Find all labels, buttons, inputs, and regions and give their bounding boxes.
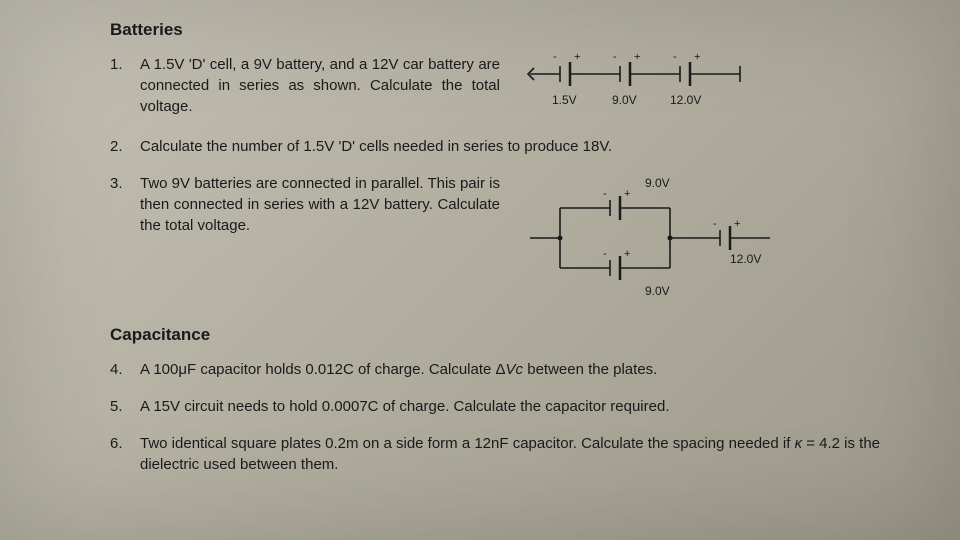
svg-text:-: - <box>553 54 557 63</box>
svg-text:+: + <box>734 218 740 230</box>
series-batteries-diagram: - + - + - + 1.5V 9.0V 12.0V <box>520 54 810 120</box>
question-1: 1. A 1.5V 'D' cell, a 9V battery, and a … <box>110 54 910 120</box>
svg-text:+: + <box>574 54 580 63</box>
question-number: 5. <box>110 396 140 417</box>
question-2: 2. Calculate the number of 1.5V 'D' cell… <box>110 136 910 157</box>
question-number: 6. <box>110 433 140 475</box>
question-3: 3. Two 9V batteries are connected in par… <box>110 173 910 309</box>
question-number: 1. <box>110 54 140 120</box>
label-12v: 12.0V <box>670 93 701 107</box>
parallel-series-diagram: - + - + - + 9.0V 9.0V 12.0V <box>520 173 820 309</box>
svg-text:+: + <box>624 188 630 200</box>
svg-text:+: + <box>634 54 640 63</box>
question-text: A 1.5V 'D' cell, a 9V battery, and a 12V… <box>140 54 500 117</box>
question-number: 4. <box>110 359 140 380</box>
question-text: Two identical square plates 0.2m on a si… <box>140 433 910 475</box>
worksheet-page: Batteries 1. A 1.5V 'D' cell, a 9V batte… <box>0 0 960 540</box>
svg-text:-: - <box>603 188 607 200</box>
label-12v-right: 12.0V <box>730 252 761 266</box>
question-6: 6. Two identical square plates 0.2m on a… <box>110 433 910 475</box>
svg-text:+: + <box>694 54 700 63</box>
question-text: A 100μF capacitor holds 0.012C of charge… <box>140 359 910 380</box>
question-text: Calculate the number of 1.5V 'D' cells n… <box>140 136 910 157</box>
question-number: 2. <box>110 136 140 157</box>
question-number: 3. <box>110 173 140 309</box>
section-title-batteries: Batteries <box>110 20 910 40</box>
question-5: 5. A 15V circuit needs to hold 0.0007C o… <box>110 396 910 417</box>
question-text: A 15V circuit needs to hold 0.0007C of c… <box>140 396 910 417</box>
question-text: Two 9V batteries are connected in parall… <box>140 173 500 236</box>
label-9v-bottom: 9.0V <box>645 284 670 298</box>
svg-text:-: - <box>603 248 607 260</box>
section-title-capacitance: Capacitance <box>110 325 910 345</box>
svg-text:-: - <box>613 54 617 63</box>
svg-text:+: + <box>624 248 630 260</box>
label-9v: 9.0V <box>612 93 637 107</box>
label-1p5v: 1.5V <box>552 93 577 107</box>
svg-text:-: - <box>673 54 677 63</box>
svg-text:-: - <box>713 218 717 230</box>
label-9v-top: 9.0V <box>645 176 670 190</box>
question-4: 4. A 100μF capacitor holds 0.012C of cha… <box>110 359 910 380</box>
